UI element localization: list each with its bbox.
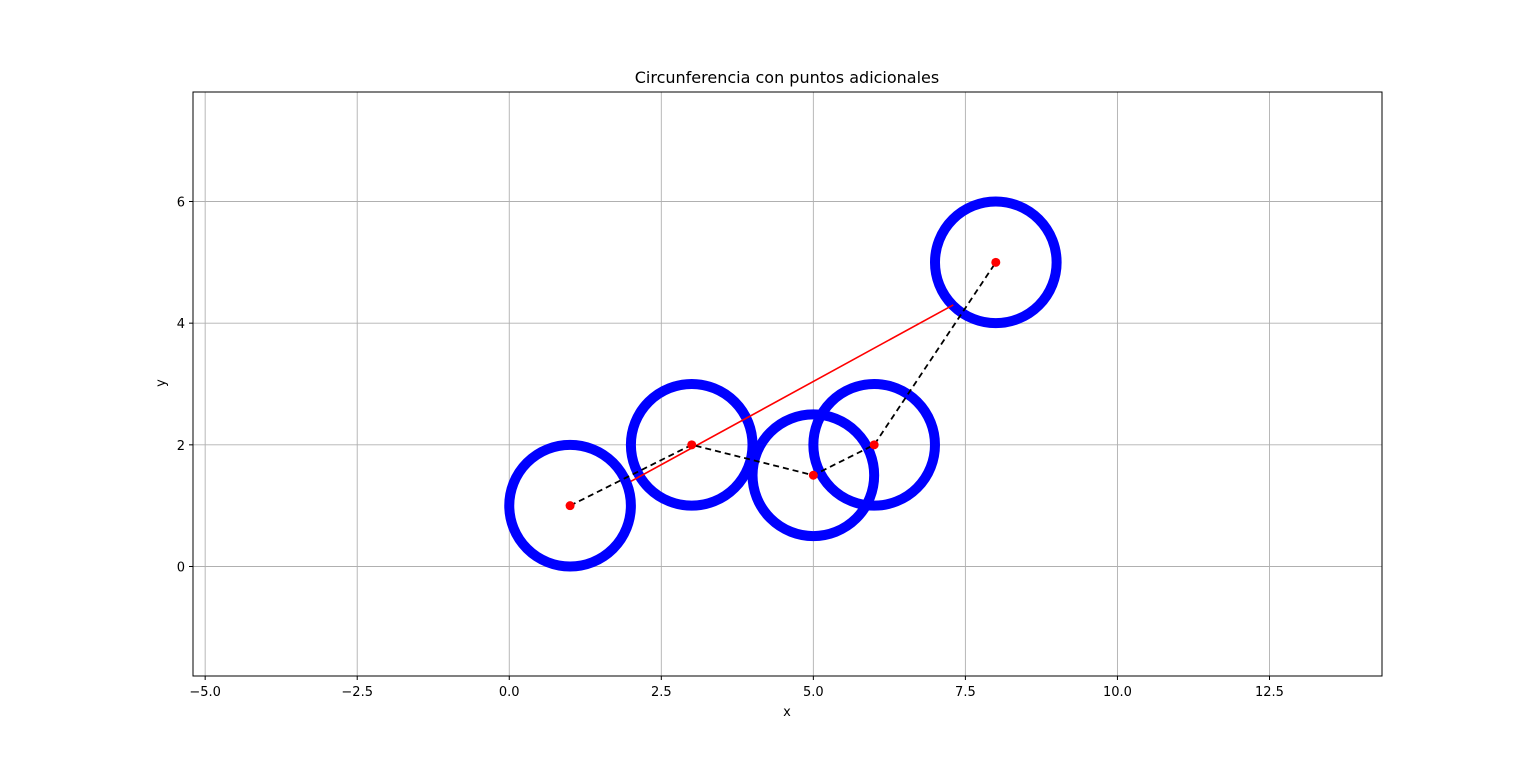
x-axis-label: x (783, 705, 791, 720)
y-tick-label: 2 (177, 439, 185, 454)
axes-frame (192, 91, 1383, 677)
circle-outline (929, 196, 1062, 329)
y-tick-label: 6 (177, 196, 185, 211)
x-tick-label: −2.5 (341, 685, 373, 700)
circle-outline (747, 409, 880, 542)
x-tick-label: 0.0 (499, 685, 520, 700)
data-point (991, 257, 1001, 267)
chart-title: Circunferencia con puntos adicionales (635, 68, 939, 87)
x-tick-label: 12.5 (1255, 685, 1284, 700)
x-tick-label: 7.5 (955, 685, 976, 700)
y-axis-label: y (154, 379, 169, 387)
y-tick-label: 0 (177, 561, 185, 576)
x-tick-label: 5.0 (803, 685, 824, 700)
data-point (808, 470, 818, 480)
data-point (687, 440, 697, 450)
x-tick-label: 2.5 (651, 685, 672, 700)
regression-line (630, 304, 954, 483)
x-tick-label: 10.0 (1103, 685, 1132, 700)
circle-outline (808, 379, 940, 511)
y-tick-label: 4 (177, 317, 185, 332)
circle-outline (504, 439, 636, 572)
grid (193, 92, 1382, 676)
data-point (565, 501, 575, 511)
x-tick-label: −5.0 (189, 685, 221, 700)
circle-outline (625, 379, 758, 511)
ticks: −5.0 −2.5 0.0 2.5 5.0 7.5 10.0 12.5 0 2 4 6 (177, 196, 1284, 701)
plot-area (504, 196, 1062, 572)
data-point (869, 440, 879, 450)
